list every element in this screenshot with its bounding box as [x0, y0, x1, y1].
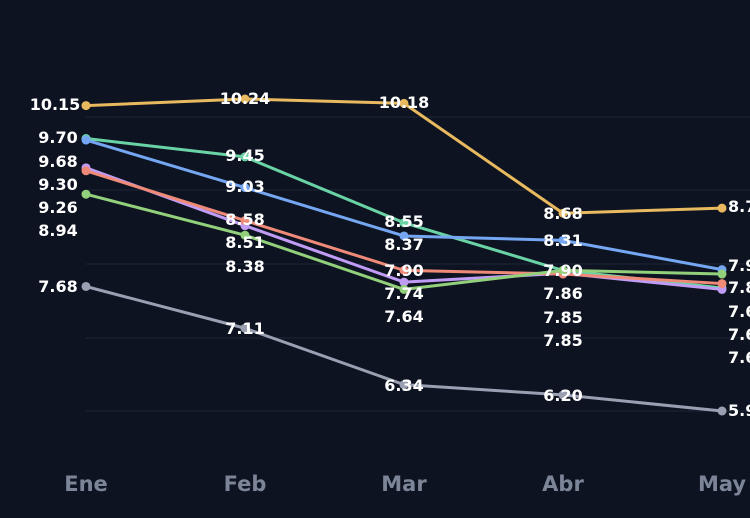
data-label: 9.26	[38, 198, 77, 217]
data-label: 7.6	[728, 348, 750, 367]
data-label: 7.74	[384, 284, 423, 303]
data-point	[240, 323, 250, 333]
data-label: 7.64	[384, 307, 423, 326]
data-label: 9.03	[225, 177, 264, 196]
x-tick-label: May	[698, 472, 746, 496]
data-label: 7.11	[225, 319, 264, 338]
data-label: 8.38	[225, 257, 264, 276]
x-axis-ticks: Ene Feb Mar Abr May	[64, 472, 746, 496]
data-point	[399, 265, 409, 275]
data-point	[81, 281, 91, 291]
data-label: 9.45	[225, 146, 264, 165]
data-point	[81, 135, 91, 145]
data-label: 7.90	[384, 261, 423, 280]
data-point	[240, 94, 250, 104]
data-label: 10.15	[30, 95, 81, 114]
data-point	[399, 277, 409, 287]
data-label: 8.68	[543, 204, 582, 223]
data-label: 7.68	[38, 277, 77, 296]
data-label: 7.8	[728, 278, 750, 297]
data-point	[558, 235, 568, 245]
data-point	[717, 269, 727, 279]
data-point	[717, 203, 727, 213]
data-label: 7.86	[543, 284, 582, 303]
data-label: 8.7	[728, 197, 750, 216]
data-points	[81, 94, 727, 416]
x-tick-label: Ene	[64, 472, 108, 496]
series-line	[84, 97, 724, 215]
data-point	[717, 279, 727, 289]
data-point	[558, 208, 568, 218]
data-label: 9.68	[38, 152, 77, 171]
data-point	[399, 231, 409, 241]
data-label: 8.94	[38, 221, 77, 240]
data-point	[240, 216, 250, 226]
data-label: 8.55	[384, 212, 423, 231]
data-label: 5.9	[728, 401, 750, 420]
data-point	[81, 166, 91, 176]
data-point	[240, 230, 250, 240]
data-point	[81, 101, 91, 111]
data-label: 9.30	[38, 175, 77, 194]
data-label: 8.31	[543, 231, 582, 250]
x-tick-label: Mar	[381, 472, 427, 496]
series-lines	[84, 97, 724, 413]
x-tick-label: Feb	[224, 472, 267, 496]
data-label: 9.70	[38, 128, 77, 147]
data-label: 7.85	[543, 308, 582, 327]
data-point	[399, 218, 409, 228]
data-point	[399, 380, 409, 390]
data-point	[399, 284, 409, 294]
data-labels: 10.15 10.24 10.18 8.68 8.7 9.70 9.45 8.55 7.90 7.…	[30, 89, 750, 420]
data-point	[399, 98, 409, 108]
data-point	[717, 406, 727, 416]
data-label: 8.37	[384, 235, 423, 254]
data-label: 10.24	[220, 89, 271, 108]
data-point	[240, 183, 250, 193]
data-label: 7.90	[543, 261, 582, 280]
data-point	[558, 390, 568, 400]
data-label: 8.51	[225, 233, 264, 252]
data-label: 7.6	[728, 302, 750, 321]
data-label: 6.20	[543, 386, 582, 405]
data-label: 7.6	[728, 325, 750, 344]
data-point	[81, 189, 91, 199]
data-label: 6.34	[384, 376, 423, 395]
data-point	[240, 152, 250, 162]
data-point	[558, 265, 568, 275]
data-label: 10.18	[379, 93, 430, 112]
data-label: 8.58	[225, 210, 264, 229]
data-label: 7.9	[728, 256, 750, 275]
gridlines	[86, 116, 750, 412]
x-tick-label: Abr	[542, 472, 584, 496]
data-label: 7.85	[543, 331, 582, 350]
